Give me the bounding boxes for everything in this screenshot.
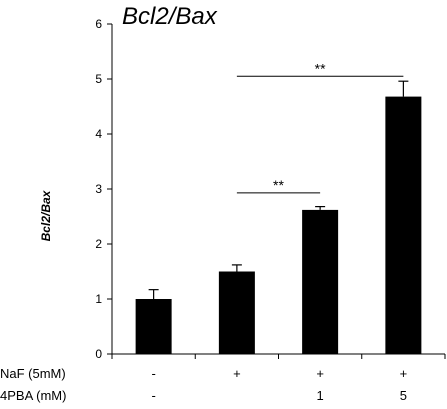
bar	[302, 209, 339, 354]
condition-value: +	[400, 366, 408, 381]
condition-value: +	[316, 366, 324, 381]
condition-value: -	[151, 388, 155, 403]
bar	[385, 96, 422, 354]
bar	[218, 271, 255, 354]
condition-value: 1	[317, 388, 324, 403]
y-tick-label: 3	[95, 182, 102, 196]
condition-row-label: 4PBA (mM)	[0, 388, 66, 403]
y-tick-label: 1	[95, 292, 102, 306]
significance-label: **	[315, 60, 326, 76]
condition-value: 5	[400, 388, 407, 403]
condition-value: -	[151, 366, 155, 381]
y-axis-label: Bcl2/Bax	[39, 189, 53, 241]
chart-title: Bcl2/Bax	[122, 3, 218, 30]
y-tick-label: 6	[95, 17, 102, 31]
y-tick-label: 5	[95, 72, 102, 86]
y-tick-label: 4	[95, 127, 102, 141]
y-tick-label: 2	[95, 237, 102, 251]
condition-value: +	[233, 366, 241, 381]
significance-label: **	[273, 177, 284, 193]
y-tick-label: 0	[95, 347, 102, 361]
bar	[135, 299, 172, 354]
condition-row-label: NaF (5mM)	[0, 366, 66, 381]
